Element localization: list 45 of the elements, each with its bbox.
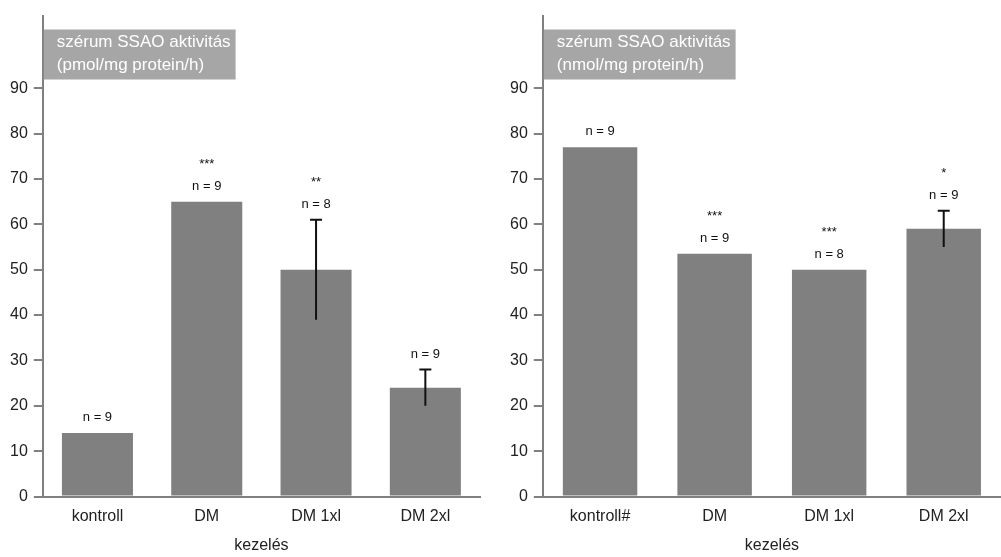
x-tick-label: DM bbox=[702, 506, 728, 524]
x-tick-label: kontroll# bbox=[569, 506, 631, 524]
x-tick-label: DM 1xl bbox=[291, 506, 341, 524]
y-tick-label: 0 bbox=[518, 487, 528, 505]
x-tick-label: DM 1xl bbox=[804, 506, 855, 524]
annotation: ** bbox=[310, 173, 322, 189]
text: szérum SSAO aktivitás (pmol/mg protein/h) bbox=[56, 31, 231, 74]
y-tick-label: 60 bbox=[510, 214, 528, 232]
annotation: n = 9 bbox=[699, 229, 730, 245]
annotation: n = 8 bbox=[301, 195, 331, 211]
y-tick-label: 20 bbox=[510, 396, 528, 414]
x-axis-title: kezelés bbox=[234, 535, 289, 553]
annotation: * bbox=[941, 164, 947, 180]
y-tick-label: 70 bbox=[510, 169, 528, 187]
annotation: *** bbox=[199, 155, 215, 171]
y-tick-label: 30 bbox=[510, 350, 528, 368]
y-tick-label: 80 bbox=[510, 123, 528, 141]
x-tick-label: DM bbox=[194, 506, 220, 524]
annotation: *** bbox=[821, 223, 837, 239]
y-tick-label: 50 bbox=[10, 260, 28, 278]
x-tick-label: DM 2xl bbox=[918, 506, 969, 524]
y-tick-label: 60 bbox=[10, 214, 28, 232]
annotation: n = 9 bbox=[929, 186, 959, 202]
x-tick-label: DM 2xl bbox=[400, 506, 451, 524]
y-tick-label: 0 bbox=[18, 487, 28, 505]
y-tick-label: 70 bbox=[10, 169, 28, 187]
annotation: n = 9 bbox=[82, 409, 113, 425]
y-tick-label: 90 bbox=[10, 78, 28, 96]
y-tick-label: 40 bbox=[10, 305, 28, 323]
x-axis-title: kezelés bbox=[744, 535, 800, 553]
annotation: n = 9 bbox=[585, 123, 615, 139]
y-tick-label: 10 bbox=[510, 441, 528, 459]
y-tick-label: 80 bbox=[10, 123, 28, 141]
x-tick-label: kontroll bbox=[71, 506, 124, 524]
y-tick-label: 20 bbox=[10, 396, 28, 414]
y-tick-label: 50 bbox=[510, 260, 528, 278]
annotation: n = 9 bbox=[192, 177, 222, 193]
y-tick-label: 40 bbox=[510, 305, 528, 323]
y-tick-label: 30 bbox=[10, 350, 28, 368]
y-tick-label: 90 bbox=[510, 78, 528, 96]
annotation: n = 9 bbox=[410, 345, 440, 361]
text: szérum SSAO aktivitás (nmol/mg protein/h) bbox=[556, 31, 731, 74]
annotation: n = 8 bbox=[814, 245, 844, 261]
y-tick-label: 10 bbox=[10, 441, 28, 459]
annotation: *** bbox=[707, 207, 723, 223]
